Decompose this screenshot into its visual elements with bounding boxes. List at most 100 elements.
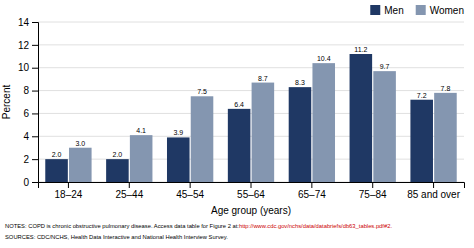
x-tick: 25–44 bbox=[115, 182, 143, 200]
x-tick: 85 and over bbox=[407, 182, 460, 200]
y-tick: 4 bbox=[23, 131, 38, 142]
x-tick-mark bbox=[433, 182, 434, 188]
bar bbox=[312, 63, 335, 182]
x-tick-label: 18–24 bbox=[55, 189, 83, 200]
y-tick: 6 bbox=[23, 108, 38, 119]
y-tick-mark bbox=[32, 45, 38, 46]
data-label: 2.0 bbox=[52, 151, 62, 158]
grid-line bbox=[38, 136, 464, 137]
x-tick-mark bbox=[311, 182, 312, 188]
y-tick-mark bbox=[32, 136, 38, 137]
bar bbox=[289, 87, 312, 182]
x-axis-title: Age group (years) bbox=[211, 205, 291, 216]
grid-line bbox=[38, 113, 464, 114]
y-axis: 02468101214 bbox=[18, 17, 39, 188]
x-tick-label: 65–74 bbox=[298, 189, 326, 200]
data-label: 7.8 bbox=[441, 85, 451, 92]
bar bbox=[252, 83, 275, 182]
notes: NOTES: COPD is chronic obstructive pulmo… bbox=[5, 223, 392, 240]
x-tick: 45–54 bbox=[176, 182, 204, 200]
y-axis-title: Percent bbox=[1, 85, 12, 120]
legend-label: Men bbox=[384, 5, 403, 16]
y-tick-mark bbox=[32, 22, 38, 23]
data-label: 11.2 bbox=[354, 46, 367, 53]
note: http://www.cdc.gov/nchs/data/databriefs/… bbox=[239, 223, 392, 229]
note: SOURCES: CDC/NCHS, Health Data Interacti… bbox=[5, 234, 228, 240]
y-tick: 14 bbox=[18, 17, 38, 28]
y-tick: 10 bbox=[18, 62, 38, 73]
bar bbox=[434, 93, 457, 182]
y-tick-label: 12 bbox=[18, 40, 30, 51]
x-tick-label: 25–44 bbox=[115, 189, 143, 200]
legend: Men Women bbox=[370, 5, 464, 16]
y-tick-label: 6 bbox=[23, 108, 29, 119]
legend-label: Women bbox=[430, 5, 464, 16]
data-labels: 2.0 2.0 3.9 6.4 8.3 11.2 7.2 3.0 4.1 7.5 8.7 10.4 9.… bbox=[52, 46, 451, 158]
y-tick-label: 0 bbox=[23, 177, 29, 188]
bar bbox=[106, 159, 129, 182]
x-tick-mark bbox=[372, 182, 373, 188]
y-tick-label: 14 bbox=[18, 17, 30, 28]
grid-line bbox=[38, 90, 464, 91]
y-tick-mark bbox=[32, 182, 38, 183]
note: NOTES: COPD is chronic obstructive pulmo… bbox=[5, 223, 239, 229]
bar bbox=[130, 135, 153, 182]
bar bbox=[373, 71, 396, 182]
data-label: 3.9 bbox=[173, 129, 183, 136]
grid-line bbox=[38, 44, 464, 45]
y-tick: 12 bbox=[18, 40, 38, 51]
bar bbox=[69, 148, 92, 182]
y-tick-label: 4 bbox=[23, 131, 29, 142]
data-label: 6.4 bbox=[234, 101, 244, 108]
x-tick-label: 45–54 bbox=[176, 189, 204, 200]
legend-item: Men bbox=[370, 5, 403, 16]
x-tick-label: 75–84 bbox=[359, 189, 387, 200]
data-label: 7.5 bbox=[197, 88, 207, 95]
x-tick-label: 85 and over bbox=[407, 189, 460, 200]
data-label: 8.7 bbox=[258, 75, 268, 82]
y-tick-mark bbox=[32, 159, 38, 160]
chart: 2.0 2.0 3.9 6.4 8.3 11.2 7.2 3.0 4.1 7.5 8.7 10.4 9.… bbox=[0, 0, 474, 248]
legend-item: Women bbox=[416, 5, 464, 16]
x-tick-mark bbox=[129, 182, 130, 188]
x-tick: 65–74 bbox=[298, 182, 326, 200]
x-tick: 18–24 bbox=[55, 182, 83, 200]
grid-line bbox=[38, 159, 464, 160]
data-label: 7.2 bbox=[417, 92, 427, 99]
data-label: 4.1 bbox=[136, 127, 146, 134]
data-label: 9.7 bbox=[380, 63, 390, 70]
legend-swatch bbox=[370, 5, 380, 15]
bars bbox=[45, 54, 456, 182]
x-tick-label: 55–64 bbox=[237, 189, 265, 200]
grid-line bbox=[38, 67, 464, 68]
y-tick: 0 bbox=[23, 177, 38, 188]
data-label: 10.4 bbox=[317, 55, 331, 62]
y-tick-label: 2 bbox=[23, 154, 29, 165]
x-tick-mark bbox=[190, 182, 191, 188]
bar bbox=[167, 137, 190, 182]
x-tick: 75–84 bbox=[359, 182, 387, 200]
data-label: 3.0 bbox=[75, 140, 85, 147]
y-tick-mark bbox=[32, 91, 38, 92]
bar bbox=[410, 100, 433, 182]
grid-line bbox=[38, 22, 464, 23]
bar-series bbox=[45, 54, 433, 182]
legend-swatch bbox=[416, 5, 426, 15]
bar bbox=[228, 109, 251, 182]
grid bbox=[38, 22, 464, 182]
y-axis-line bbox=[32, 23, 39, 183]
x-tick-mark bbox=[68, 182, 69, 188]
data-label: 8.3 bbox=[295, 79, 305, 86]
x-tick: 55–64 bbox=[237, 182, 265, 200]
y-tick-label: 10 bbox=[18, 62, 30, 73]
y-tick: 2 bbox=[23, 154, 38, 165]
bar bbox=[191, 96, 214, 182]
bar bbox=[45, 159, 68, 182]
x-axis: 18–24 25–44 45–54 55–64 65–74 75–84 85 and ove… bbox=[39, 182, 465, 200]
y-tick-mark bbox=[32, 68, 38, 69]
bar-series bbox=[69, 63, 457, 182]
bar bbox=[350, 54, 373, 182]
y-tick-mark bbox=[32, 113, 38, 114]
data-label: 2.0 bbox=[113, 151, 123, 158]
x-tick-mark bbox=[251, 182, 252, 188]
